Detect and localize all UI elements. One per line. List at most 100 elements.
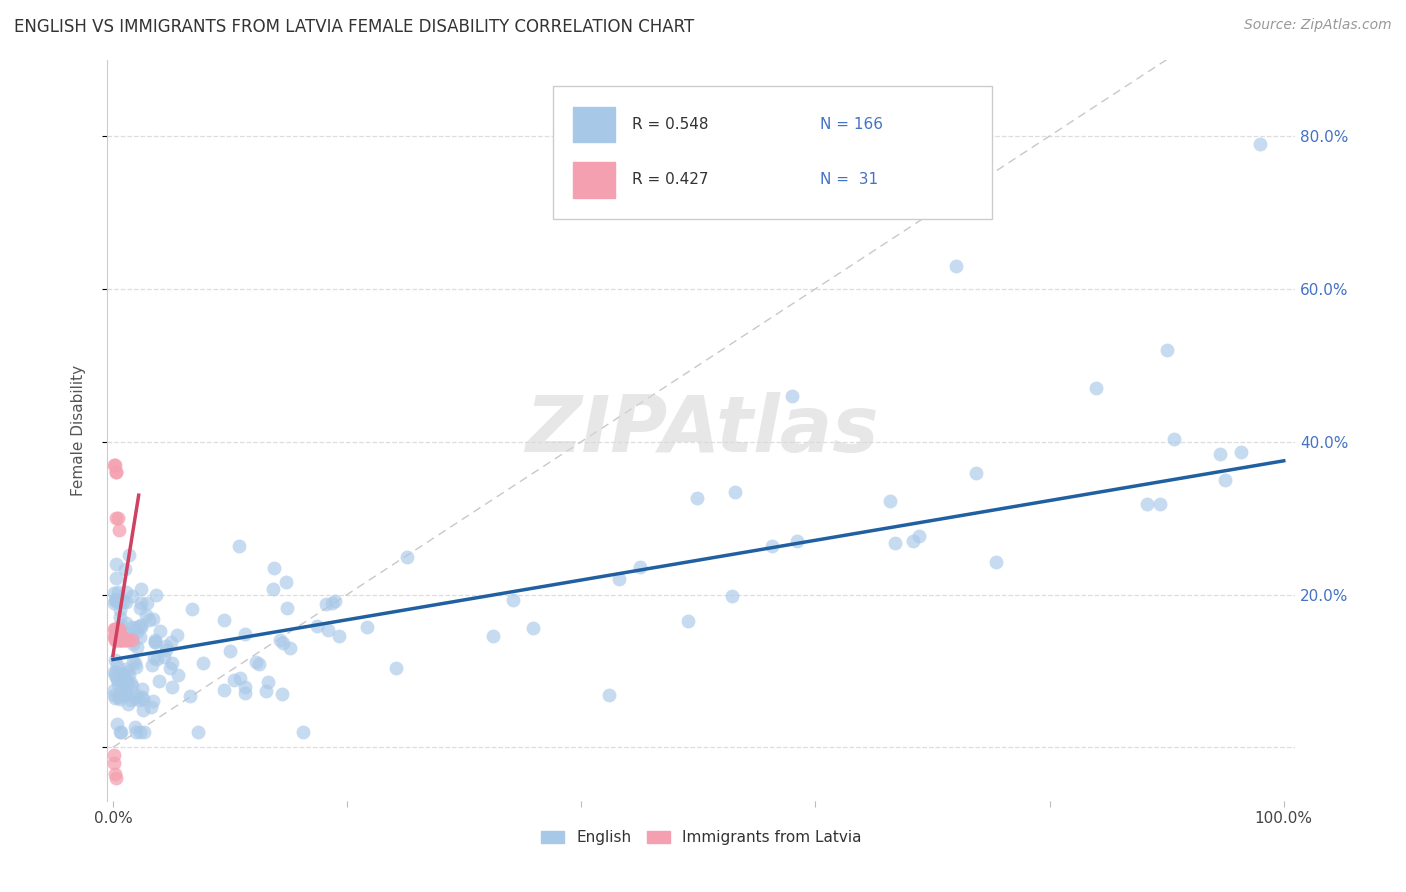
Point: [160, 657, 183, 671]
Point: [291, 725, 314, 739]
Point: [107, 672, 129, 686]
Point: [107, 622, 129, 636]
Point: [105, 625, 128, 640]
Point: [105, 716, 128, 731]
Point: [103, 458, 125, 472]
Point: [107, 633, 129, 648]
Point: [945, 259, 967, 273]
Point: [114, 633, 136, 648]
Point: [107, 630, 129, 644]
Point: [181, 602, 204, 616]
Point: [103, 586, 125, 600]
Point: [110, 630, 132, 644]
Point: [110, 725, 132, 739]
Point: [271, 636, 294, 650]
Point: [125, 660, 148, 674]
Point: [117, 697, 139, 711]
Point: [148, 624, 170, 638]
Text: ENGLISH VS IMMIGRANTS FROM LATVIA FEMALE DISABILITY CORRELATION CHART: ENGLISH VS IMMIGRANTS FROM LATVIA FEMALE…: [14, 18, 695, 36]
FancyBboxPatch shape: [553, 86, 993, 219]
Point: [108, 692, 131, 706]
Point: [103, 683, 125, 698]
Point: [107, 633, 129, 648]
Point: [1136, 497, 1159, 511]
Point: [105, 592, 128, 607]
Point: [166, 668, 188, 682]
Point: [879, 494, 901, 508]
Point: [132, 703, 155, 717]
Point: [111, 630, 134, 644]
Point: [114, 562, 136, 576]
Point: [112, 667, 135, 681]
Point: [104, 633, 127, 648]
Point: [132, 725, 155, 739]
Point: [110, 593, 132, 607]
Point: [107, 625, 129, 640]
Point: [607, 572, 630, 586]
Point: [385, 661, 408, 675]
Point: [786, 533, 808, 548]
Y-axis label: Female Disability: Female Disability: [72, 365, 86, 496]
Point: [721, 589, 744, 603]
Point: [160, 635, 183, 649]
Point: [114, 672, 136, 686]
Point: [124, 656, 146, 670]
Point: [245, 655, 267, 669]
Point: [105, 632, 128, 646]
Point: [263, 561, 285, 575]
Point: [117, 633, 139, 648]
Point: [111, 633, 134, 648]
Point: [142, 694, 165, 708]
Point: [108, 633, 131, 648]
Point: [118, 668, 141, 682]
Point: [965, 467, 987, 481]
Point: [103, 596, 125, 610]
Point: [124, 621, 146, 635]
Point: [179, 689, 201, 703]
Legend: English, Immigrants from Latvia: English, Immigrants from Latvia: [541, 830, 862, 845]
Point: [233, 680, 256, 694]
Point: [112, 676, 135, 690]
Point: [257, 674, 280, 689]
Point: [107, 677, 129, 691]
Point: [233, 627, 256, 641]
Point: [115, 615, 138, 630]
Point: [114, 685, 136, 699]
Text: R = 0.427: R = 0.427: [633, 172, 709, 187]
Point: [105, 465, 128, 479]
Point: [103, 665, 125, 679]
Point: [212, 613, 235, 627]
Point: [1085, 381, 1108, 395]
Point: [105, 593, 128, 607]
Text: N = 166: N = 166: [820, 117, 883, 132]
Point: [305, 619, 328, 633]
Point: [112, 667, 135, 681]
Point: [125, 689, 148, 703]
Bar: [572, 107, 614, 142]
Point: [107, 585, 129, 599]
Point: [1249, 136, 1271, 151]
Point: [686, 491, 709, 506]
Point: [155, 640, 177, 654]
Point: [804, 190, 827, 204]
Point: [118, 627, 141, 641]
Point: [780, 389, 803, 403]
Point: [131, 690, 153, 704]
Point: [148, 673, 170, 688]
Point: [212, 682, 235, 697]
Point: [105, 622, 128, 636]
Point: [108, 626, 131, 640]
Bar: [572, 162, 614, 198]
Point: [356, 620, 378, 634]
Point: [128, 619, 150, 633]
Point: [121, 679, 143, 693]
Point: [191, 657, 214, 671]
Text: N =  31: N = 31: [820, 172, 879, 187]
Point: [129, 582, 152, 596]
Point: [131, 692, 153, 706]
Point: [114, 633, 136, 648]
Point: [121, 620, 143, 634]
Point: [103, 756, 125, 770]
Point: [628, 559, 651, 574]
Point: [141, 612, 163, 626]
